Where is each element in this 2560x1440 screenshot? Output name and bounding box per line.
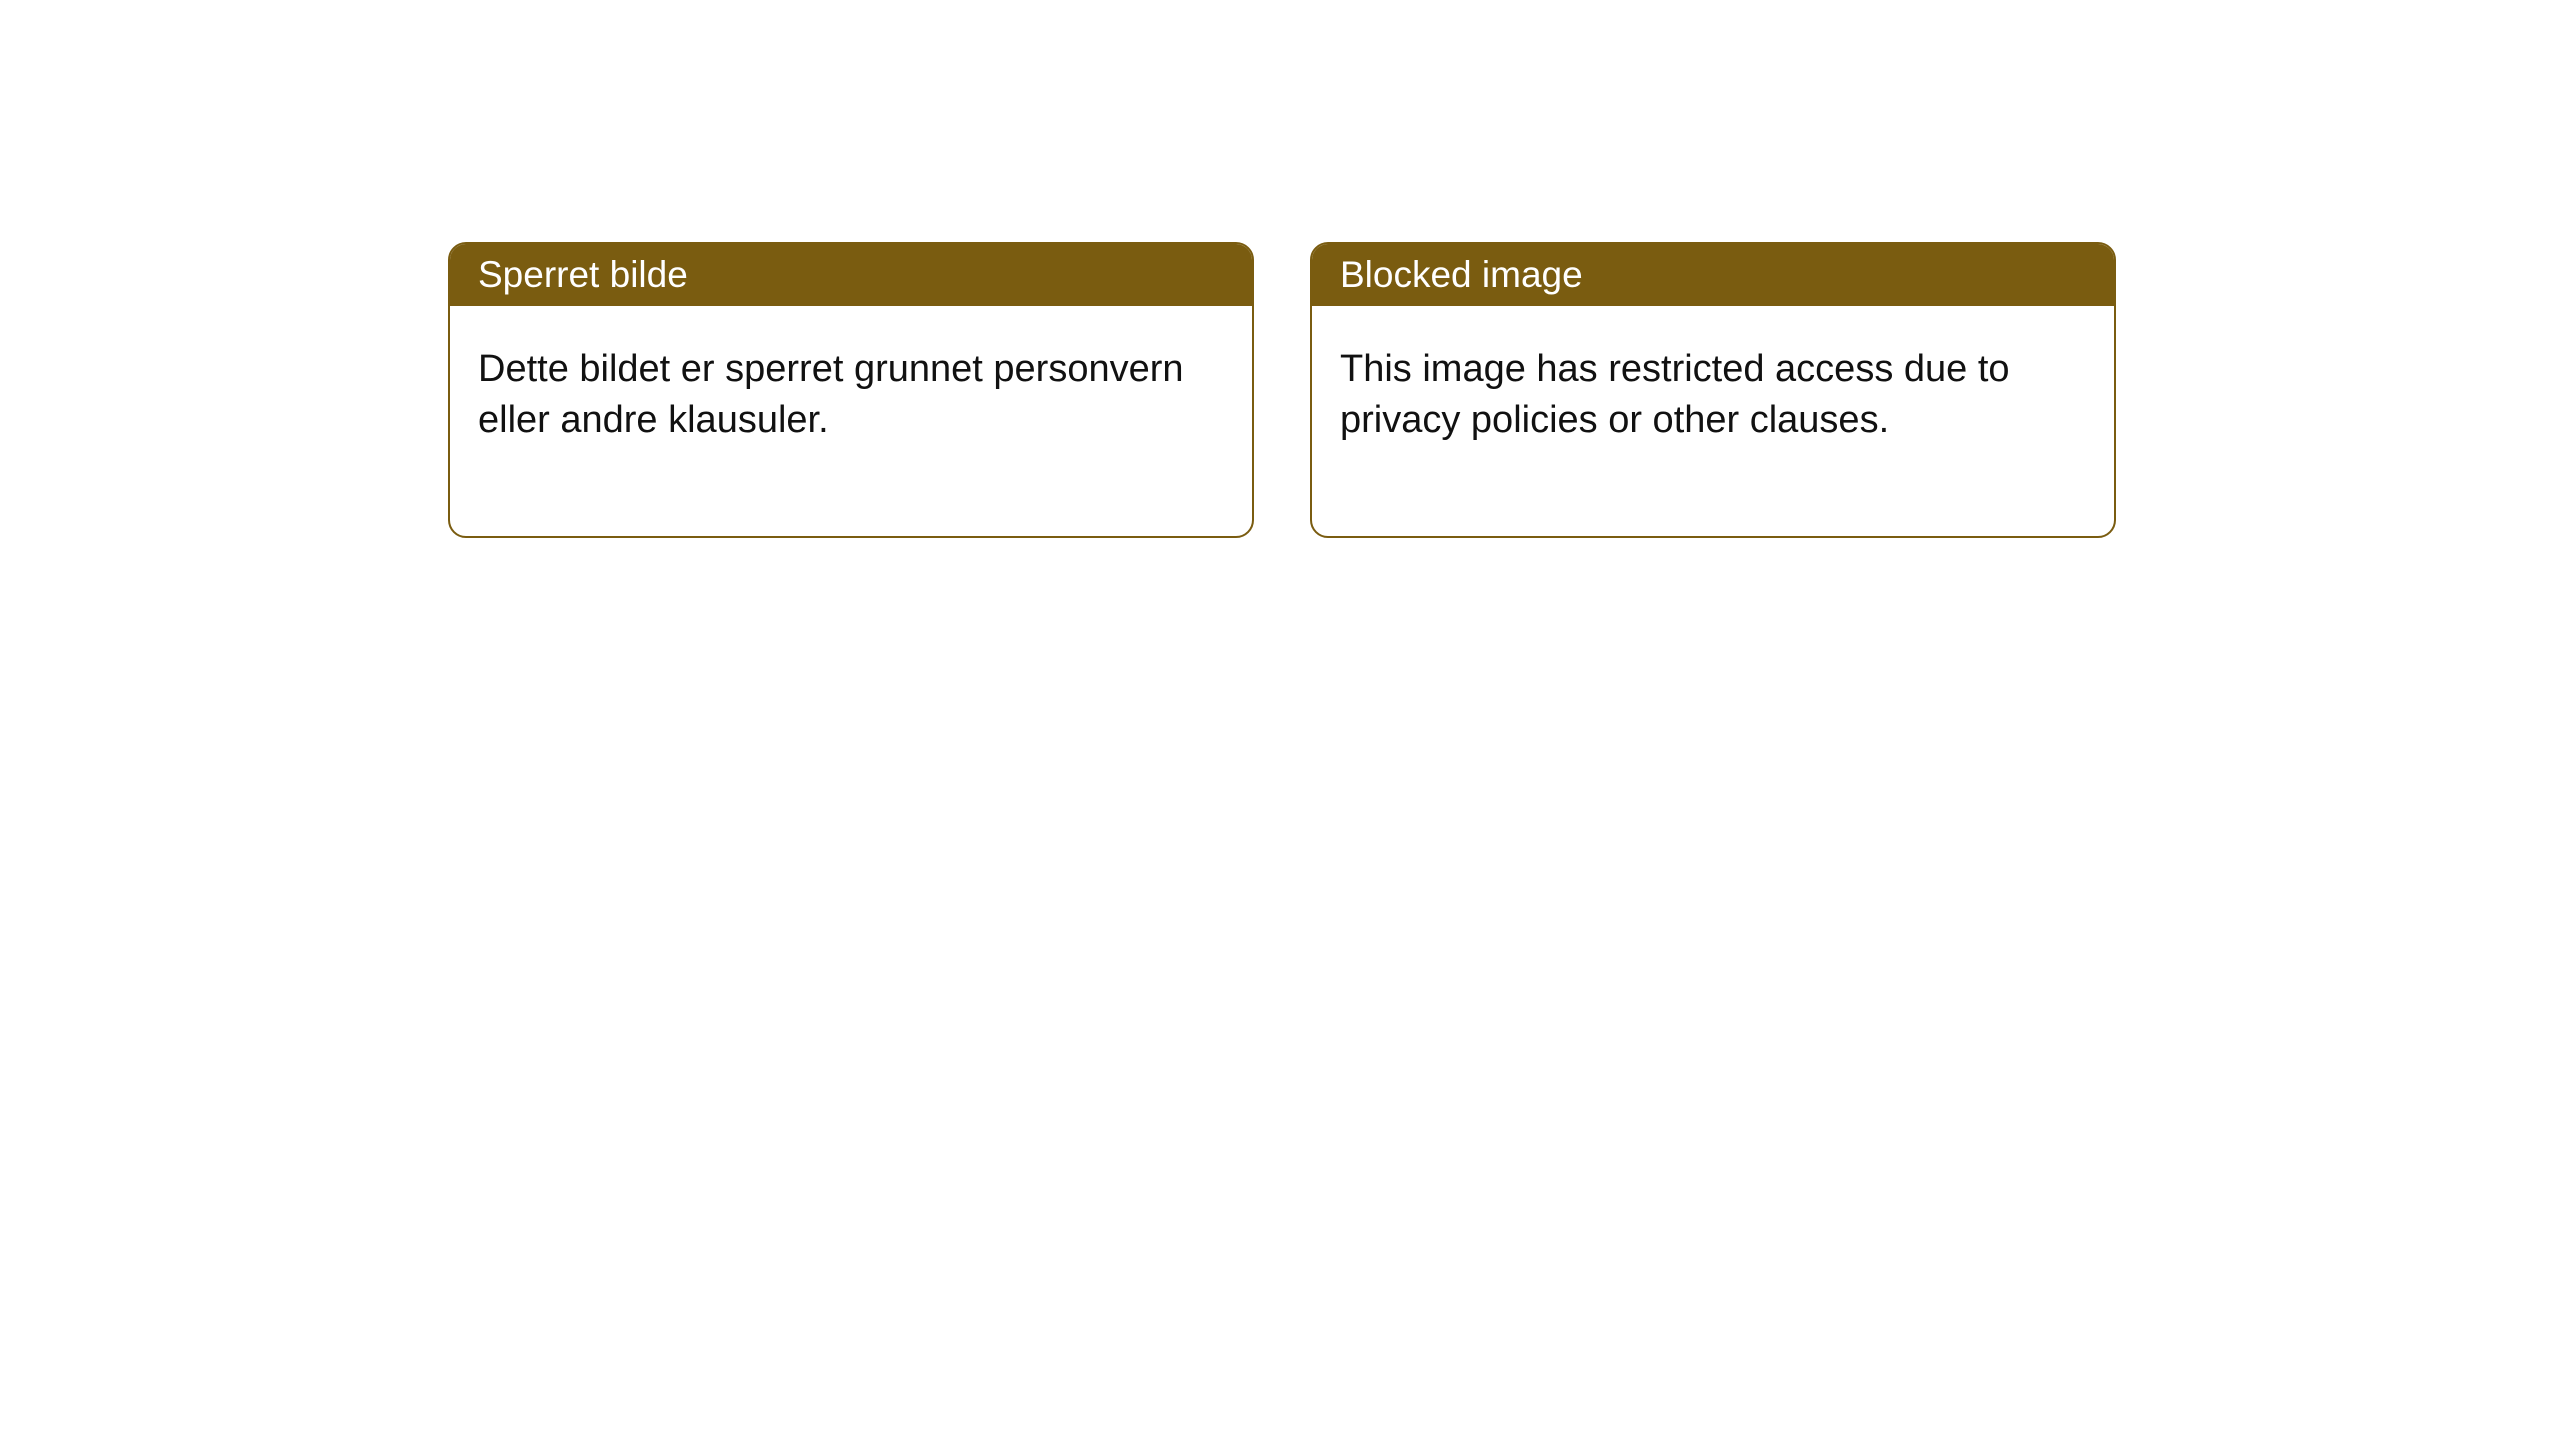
notice-card-body: This image has restricted access due to … (1312, 306, 2114, 536)
notice-card-no: Sperret bilde Dette bildet er sperret gr… (448, 242, 1254, 538)
notice-card-title: Sperret bilde (450, 244, 1252, 306)
notice-card-body: Dette bildet er sperret grunnet personve… (450, 306, 1252, 536)
notice-card-title: Blocked image (1312, 244, 2114, 306)
notice-card-en: Blocked image This image has restricted … (1310, 242, 2116, 538)
notice-container: Sperret bilde Dette bildet er sperret gr… (0, 0, 2560, 538)
